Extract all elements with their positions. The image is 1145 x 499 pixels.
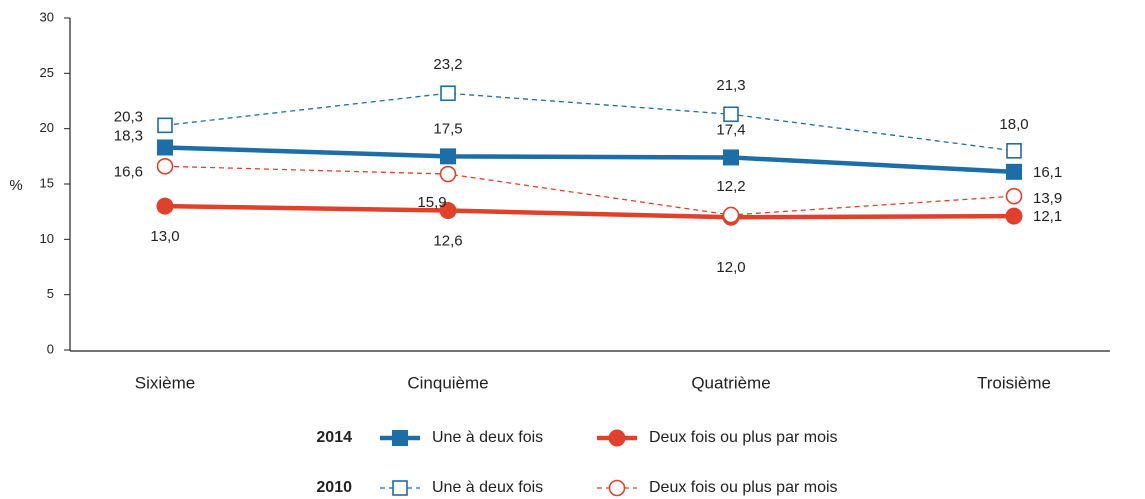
point [156,197,174,215]
legend-row-label: 2010 [316,479,352,496]
point [1005,187,1023,205]
data-label: 18,3 [114,127,143,144]
data-label: 16,6 [114,163,143,180]
y-tick-label: 15 [40,175,54,190]
data-label: 17,4 [716,121,745,138]
data-label: 16,1 [1033,164,1062,181]
data-label: 18,0 [999,116,1028,133]
y-tick-label: 30 [40,9,54,24]
data-label: 12,0 [716,259,745,276]
legend-marker [608,479,626,497]
y-tick-label: 5 [47,286,54,301]
y-axis-label: % [9,177,22,194]
data-label: 15,9 [417,194,446,211]
data-label: 23,2 [433,56,462,73]
point [1006,163,1022,180]
point [439,202,457,220]
point [1006,143,1022,159]
legend-label: Deux fois ou plus par mois [649,429,838,446]
data-label: 12,1 [1033,208,1062,225]
x-tick-label: Sixième [135,373,195,392]
data-label: 20,3 [114,108,143,125]
series-line [164,203,1015,220]
y-tick-label: 10 [40,231,54,246]
y-tick-label: 20 [40,120,54,135]
legend-marker [392,430,408,446]
point [722,206,740,224]
point [156,157,174,175]
data-label: 12,2 [716,178,745,195]
legend-marker [392,480,408,496]
data-label: 12,6 [433,233,462,250]
series-line [164,165,1015,216]
point [439,165,457,183]
point [1005,207,1023,225]
legend-label: Deux fois ou plus par mois [649,479,838,496]
legend-label: Une à deux fois [432,479,543,496]
data-label: 17,5 [433,120,462,137]
point [440,85,456,102]
y-tick-label: 0 [47,341,54,356]
data-label: 21,3 [716,77,745,94]
x-tick-label: Cinquième [407,373,488,392]
point [723,149,739,166]
point [440,148,456,165]
legend-marker [608,429,626,447]
series-line [164,92,1015,152]
point [157,139,173,156]
data-label: 13,0 [150,228,179,245]
x-tick-label: Troisième [977,373,1051,392]
point [723,106,739,123]
x-tick-label: Quatrième [691,373,770,392]
legend-label: Une à deux fois [432,429,543,446]
legend-row-label: 2014 [316,429,352,446]
point [157,117,173,134]
series-line [164,145,1015,175]
y-tick-label: 25 [40,65,54,80]
data-label: 13,9 [1033,190,1062,207]
